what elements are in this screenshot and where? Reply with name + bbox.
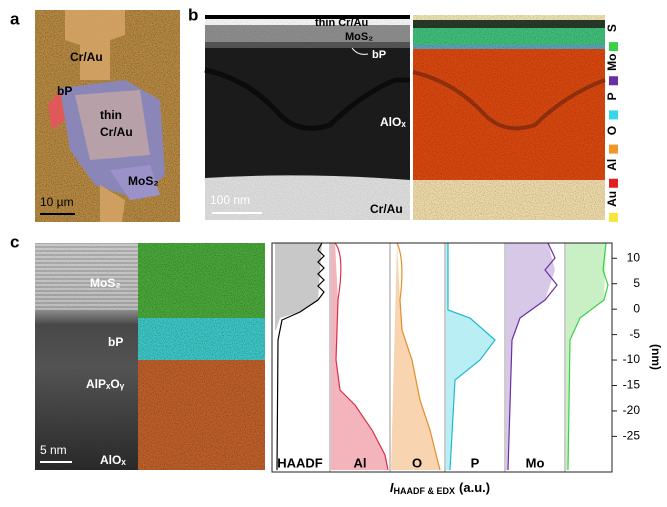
column-label: HAADF bbox=[277, 455, 323, 470]
legend-swatch bbox=[609, 212, 618, 222]
legend: S Mo P O Al Au bbox=[605, 24, 619, 222]
legend-label: Mo bbox=[605, 54, 619, 71]
label: Cr/Au bbox=[70, 50, 103, 64]
legend-label: S bbox=[605, 24, 619, 32]
x-symbol: I bbox=[390, 480, 394, 495]
legend-label: P bbox=[605, 92, 619, 100]
legend-label: Au bbox=[605, 191, 619, 207]
legend-swatch bbox=[609, 110, 618, 120]
legend-swatch bbox=[609, 144, 618, 154]
scale-bar-label: 10 µm bbox=[40, 195, 74, 209]
y-tick-label: 5 bbox=[633, 276, 640, 290]
y-axis: 10 5 0 -5 -10 -15 -20 -25 bbox=[612, 250, 641, 443]
y-tick-label: 10 bbox=[627, 250, 641, 264]
label: thin bbox=[100, 108, 122, 122]
tem-image bbox=[204, 15, 410, 220]
column-label: P bbox=[471, 455, 480, 470]
legend-swatch bbox=[609, 178, 618, 188]
y-axis-label: (nm) bbox=[649, 344, 663, 370]
edx-map bbox=[412, 15, 606, 220]
label: bP bbox=[57, 84, 72, 98]
optical-image bbox=[35, 10, 180, 222]
label: AlPₓOᵧ bbox=[86, 377, 125, 391]
panel-label: c bbox=[10, 232, 19, 251]
label: AlOₓ bbox=[100, 453, 126, 467]
label: AlOₓ bbox=[380, 115, 406, 129]
legend-label: Al bbox=[605, 159, 619, 171]
column-label: Mo bbox=[526, 455, 545, 470]
label: Cr/Au bbox=[370, 202, 403, 216]
legend-label: O bbox=[605, 126, 619, 135]
x-axis-label: IHAADF & EDX (a.u.) bbox=[390, 480, 490, 496]
x-subscript: HAADF & EDX bbox=[394, 486, 456, 496]
legend-swatch bbox=[609, 42, 618, 52]
label: thin Cr/Au bbox=[315, 17, 368, 29]
label: bP bbox=[108, 335, 123, 349]
y-tick-label: -10 bbox=[623, 352, 641, 366]
x-unit: (a.u.) bbox=[459, 480, 490, 495]
scale-bar-label: 5 nm bbox=[40, 443, 67, 457]
y-tick-label: -5 bbox=[629, 327, 640, 341]
label: MoS₂ bbox=[345, 31, 373, 43]
panel-label: a bbox=[10, 9, 20, 28]
stem-image bbox=[35, 243, 138, 470]
panel-label: b bbox=[188, 5, 198, 24]
y-tick-label: 0 bbox=[633, 301, 640, 315]
label: MoS₂ bbox=[90, 276, 121, 290]
column-label: O bbox=[412, 455, 422, 470]
y-tick-label: -20 bbox=[623, 403, 641, 417]
y-tick-label: -25 bbox=[623, 429, 641, 443]
column-label: Al bbox=[354, 455, 367, 470]
label: MoS₂ bbox=[128, 174, 159, 188]
edx-map bbox=[138, 243, 265, 470]
legend-swatch bbox=[609, 76, 618, 86]
label: Cr/Au bbox=[100, 125, 133, 139]
y-tick-label: -15 bbox=[623, 378, 641, 392]
profile-plot bbox=[271, 242, 613, 473]
label: bP bbox=[372, 49, 386, 61]
scale-bar-label: 100 nm bbox=[210, 193, 250, 207]
